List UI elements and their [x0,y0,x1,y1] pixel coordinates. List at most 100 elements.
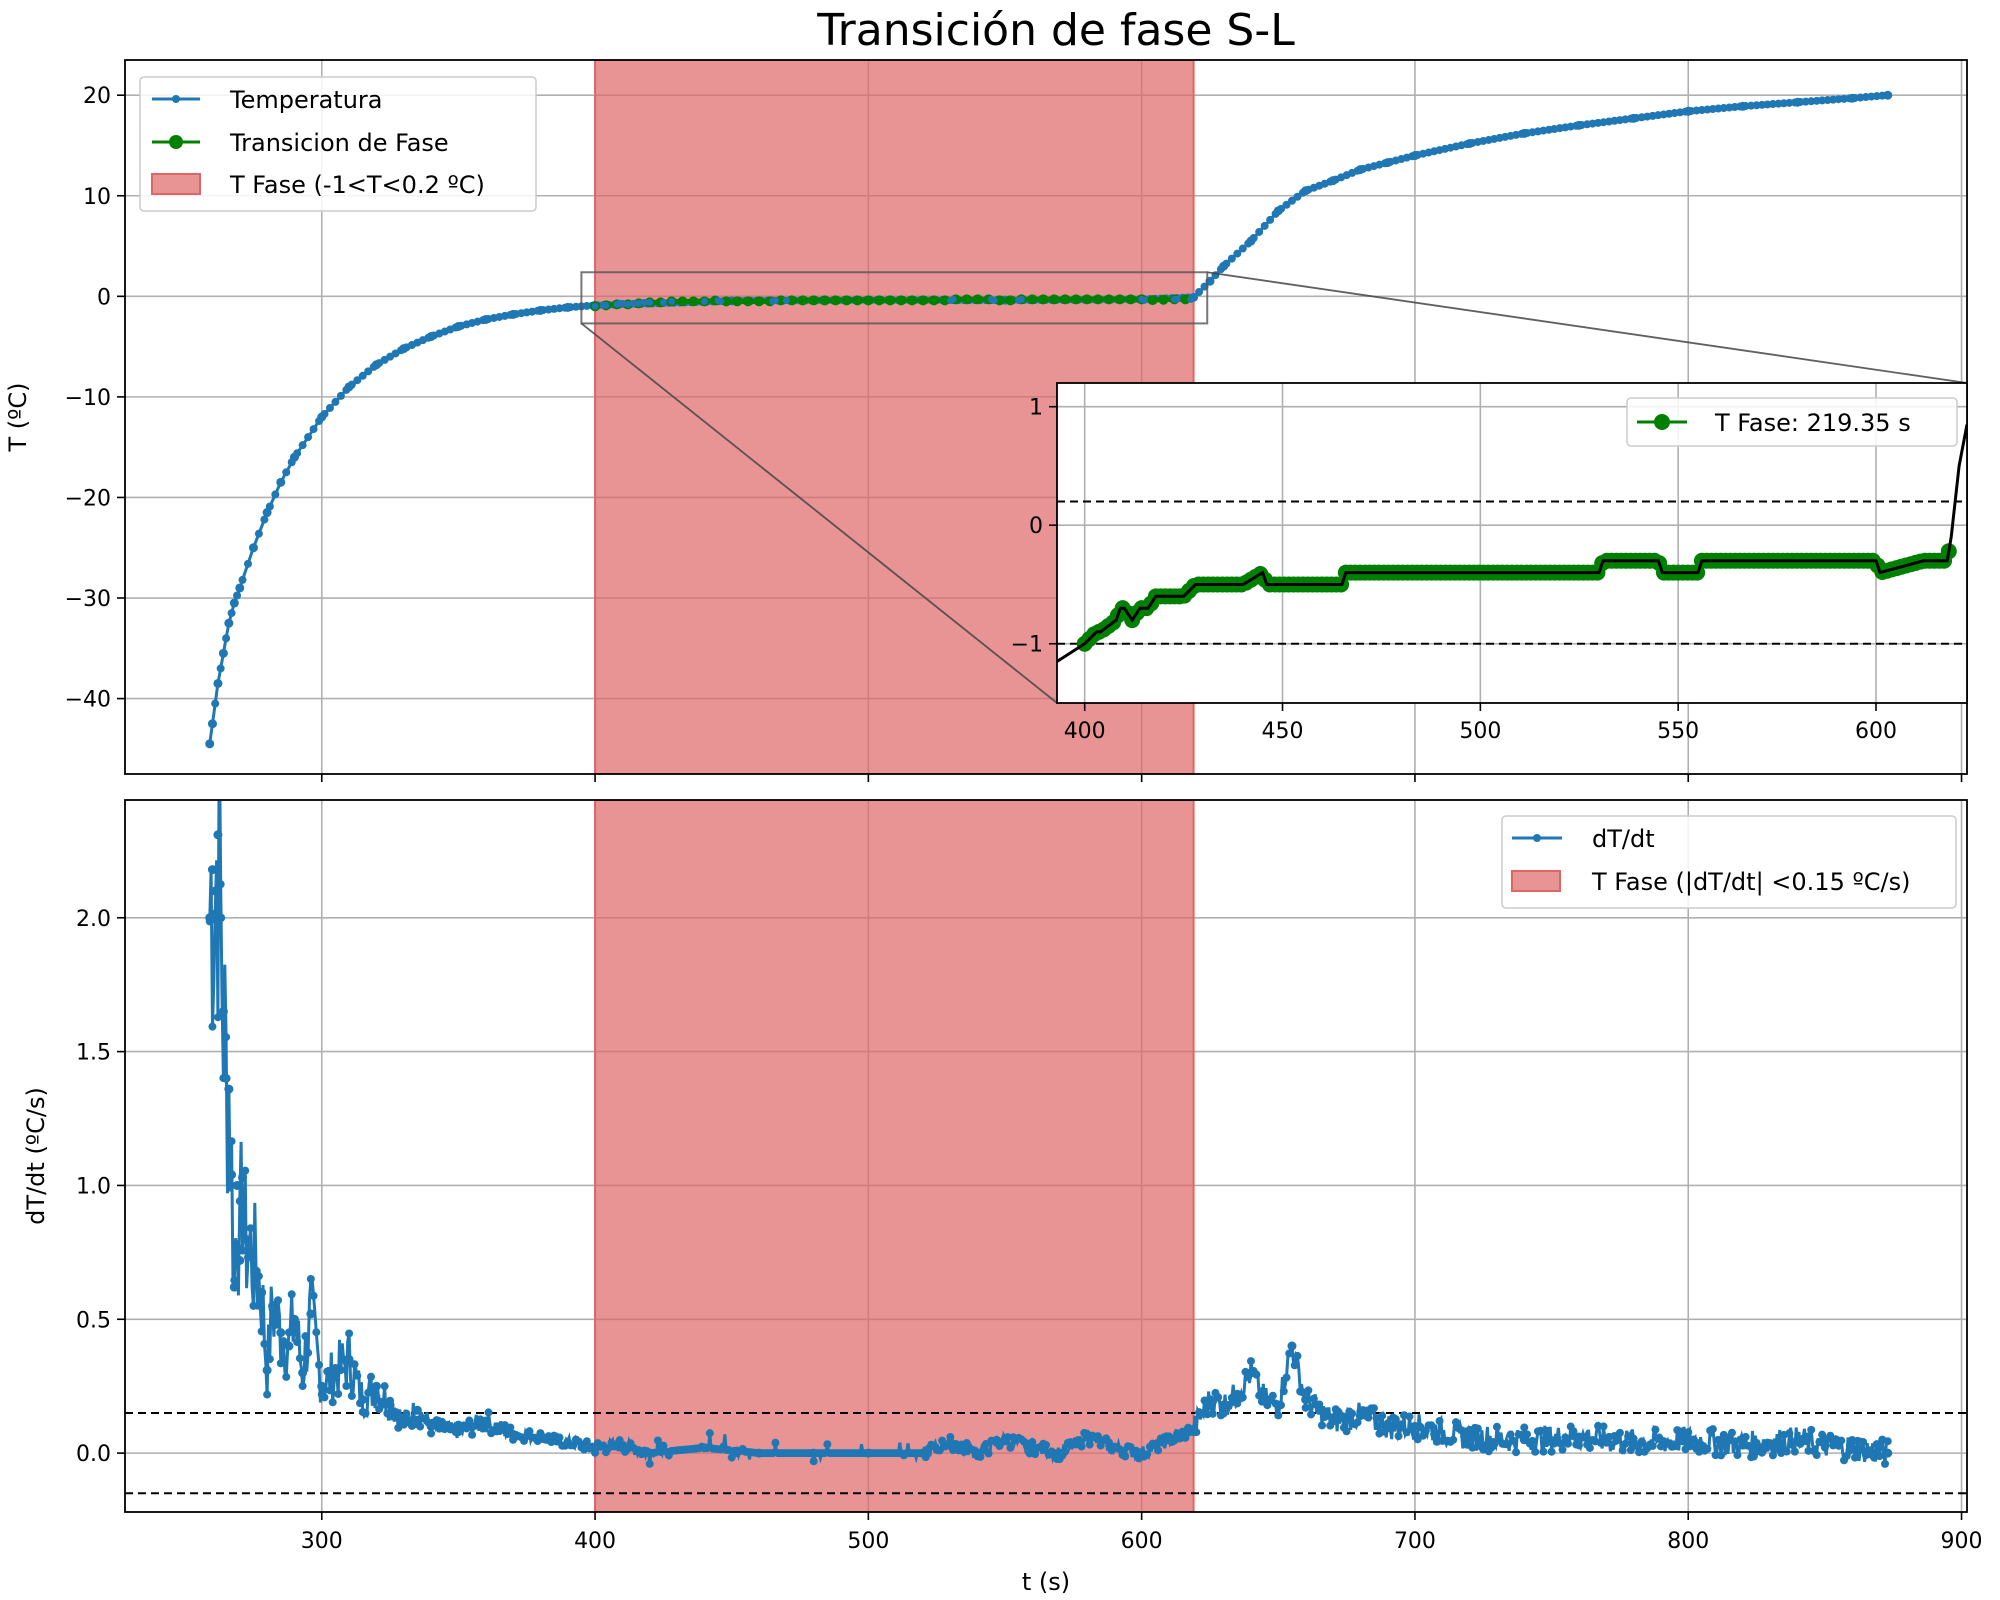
dtdt-marker [1309,1394,1318,1403]
transicion-marker [688,296,699,307]
transicion-point [771,296,779,304]
transicion-marker [677,296,688,307]
dtdt-point [1793,1435,1803,1445]
dtdt-point [289,1314,299,1324]
dtdt-point [1137,1448,1147,1458]
transicion-marker [1125,294,1136,305]
inset-temperature-line [1057,424,1967,663]
dtdt-point [1410,1421,1420,1431]
inset-legend: T Fase: 219.35 s [1626,397,1958,447]
dtdt-marker [809,1457,818,1466]
dtdt-marker [298,1382,307,1391]
dtdt-point [257,1288,267,1298]
dtdt-point [617,1440,627,1450]
temperatura-marker [1277,204,1286,213]
top-y-axis-label: T (ºC) [4,382,32,452]
dtdt-marker [222,1033,231,1042]
dtdt-point [358,1395,368,1405]
dtdt-point [1246,1368,1256,1378]
inset-ytick-label: −1 [1011,633,1043,658]
transicion-point [591,302,599,310]
top-ytick-label: −10 [65,386,111,411]
dtdt-point [1287,1341,1297,1351]
dtdt-point [1000,1435,1010,1445]
dtdt-marker [347,1391,356,1400]
dtdt-marker [1881,1459,1890,1468]
temperatura-marker [1293,192,1302,201]
temperatura-marker [254,529,263,538]
bottom-reference-lines [125,1411,1967,1495]
dtdt-point [1205,1395,1215,1405]
dtdt-point [262,1365,272,1375]
dtdt-marker [304,1348,313,1357]
dtdt-marker [1812,1450,1821,1459]
transicion-marker [863,295,874,306]
dtdt-point [1883,1448,1893,1458]
legend-item-tfase: T Fase (-1<T<0.2 ºC) [151,171,485,199]
dtdt-point [1820,1440,1830,1450]
transicion-point [635,299,643,307]
dtdt-marker [377,1400,386,1409]
dtdt-point [371,1381,381,1391]
transicion-marker [939,295,950,306]
dtdt-point [1574,1432,1584,1442]
dtdt-marker [1856,1446,1865,1455]
dtdt-marker [334,1389,343,1398]
dtdt-marker [1077,1442,1086,1451]
legend-label-transicion: Transicion de Fase [229,129,449,157]
temperatura-marker [216,664,225,673]
dtdt-marker [820,1449,829,1458]
temperatura-marker [1233,249,1242,258]
dtdt-point [453,1427,463,1437]
temperatura-marker [287,458,296,467]
temperatura-marker [233,591,242,600]
dtdt-point [508,1429,518,1439]
dtdt-marker [468,1430,477,1439]
dtdt-marker [1290,1361,1299,1370]
dtdt-point [306,1309,316,1319]
dtdt-marker [1717,1451,1726,1460]
transicion-marker [1060,294,1071,305]
dtdt-marker [1268,1391,1277,1400]
dtdt-marker [1304,1386,1313,1395]
dtdt-point [590,1443,600,1453]
dtdt-point [246,1247,256,1257]
temperatura-marker [1216,265,1225,274]
dtdt-marker [235,1197,244,1206]
dtdt-marker [1626,1446,1635,1455]
dtdt-point [227,1170,237,1180]
temperatura-marker [271,490,280,499]
dtdt-marker [230,1276,239,1285]
dtdt-point [218,1006,228,1016]
dtdt-marker [1561,1433,1570,1442]
inset-xtick-label: 450 [1262,719,1304,744]
dtdt-marker [1520,1423,1529,1432]
transicion-marker [808,295,819,306]
dtdt-marker [1435,1417,1444,1426]
temperatura-marker [342,385,351,394]
inset-series [1057,424,1967,663]
bottom-xtick-label: 300 [301,1529,343,1554]
dtdt-marker [238,1246,247,1255]
transicion-point [1190,293,1198,301]
bottom-ytick-label: 1.5 [76,1041,111,1066]
dtdt-point [216,913,226,923]
dtdt-marker [1651,1425,1660,1434]
dtdt-marker [1599,1422,1608,1431]
dtdt-marker [1615,1428,1624,1437]
temperatura-marker [249,543,258,552]
dtdt-marker [295,1354,304,1363]
temperatura-marker [1255,227,1264,236]
dtdt-marker [1807,1425,1816,1434]
dtdt-point [1301,1395,1311,1405]
temperatura-marker [325,403,334,412]
temperatura-point [207,719,217,729]
bottom-shaded-span [594,800,1195,1512]
dtdt-marker [274,1296,283,1305]
dtdt-marker [361,1409,370,1418]
dtdt-marker [462,1424,471,1433]
transicion-point [668,297,676,305]
transicion-point [602,301,610,309]
dtdt-point [385,1400,395,1410]
